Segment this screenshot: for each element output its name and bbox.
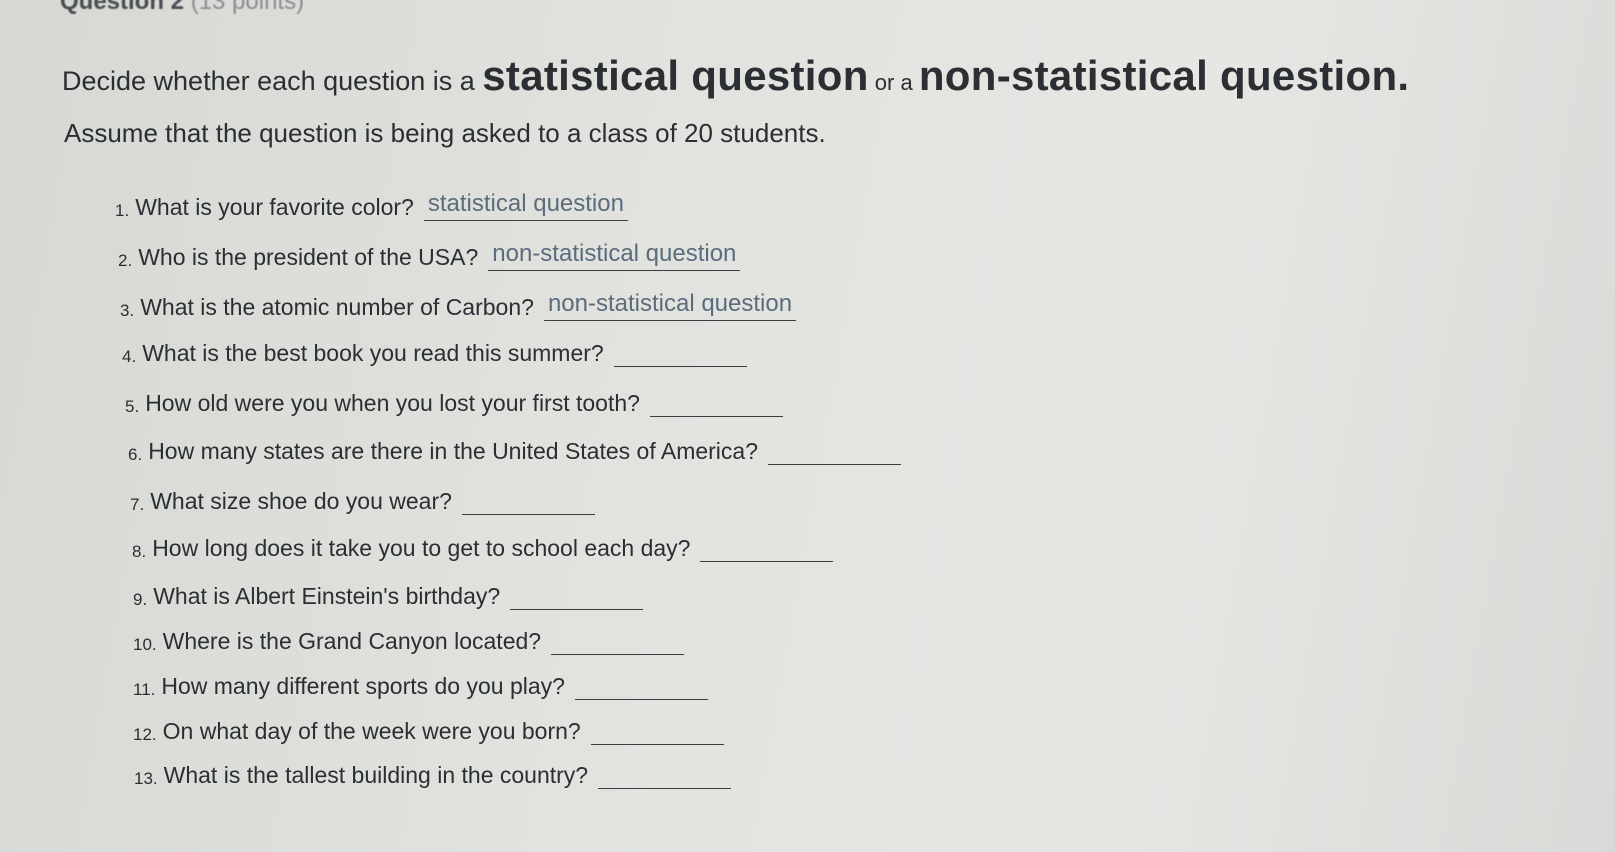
answer-blank[interactable] <box>598 786 732 789</box>
item-number: 1. <box>115 201 130 220</box>
instructions-prefix: Decide whether each question is a <box>62 66 483 96</box>
item-number: 9. <box>133 590 148 609</box>
item-question: What size shoe do you wear? <box>150 488 452 514</box>
item-question: How old were you when you lost your firs… <box>145 390 640 416</box>
question-label: Question 2 <box>60 0 185 15</box>
item-number: 10. <box>133 635 157 654</box>
item-number: 12. <box>133 725 157 744</box>
item-number: 2. <box>118 251 133 270</box>
item-question: How many states are there in the United … <box>148 438 758 464</box>
question-item: 2. Who is the president of the USA? non-st… <box>118 240 741 271</box>
item-question: How many different sports do you play? <box>161 673 565 699</box>
instructions-line-1: Decide whether each question is a statis… <box>62 52 1409 100</box>
answer-blank[interactable] <box>510 607 644 610</box>
question-item: 6. How many states are there in the Unite… <box>128 438 901 465</box>
item-number: 6. <box>128 445 143 464</box>
question-item: 4. What is the best book you read this su… <box>122 340 747 367</box>
question-item: 8. How long does it take you to get to sc… <box>132 535 834 562</box>
item-question: What is your favorite color? <box>135 194 414 220</box>
answer-blank[interactable] <box>768 462 901 465</box>
question-item: 13. What is the tallest building in the c… <box>134 762 732 789</box>
question-item: 3. What is the atomic number of Carbon? no… <box>120 290 797 321</box>
question-item: 11. How many different sports do you play… <box>133 673 708 700</box>
question-item: 10. Where is the Grand Canyon located? <box>133 628 685 655</box>
answer-blank[interactable] <box>574 697 708 700</box>
item-number: 7. <box>130 495 145 514</box>
item-question: What is the tallest building in the coun… <box>163 762 589 788</box>
question-points: (13 points) <box>190 0 305 15</box>
term-non-statistical: non-statistical question. <box>918 52 1410 99</box>
item-number: 11. <box>133 680 156 699</box>
item-question: Who is the president of the USA? <box>138 244 479 270</box>
question-item: 12. On what day of the week were you born… <box>133 718 724 745</box>
item-number: 4. <box>122 347 137 366</box>
item-question: On what day of the week were you born? <box>162 718 581 744</box>
instructions-or: or a <box>868 70 919 95</box>
item-question: Where is the Grand Canyon located? <box>162 628 542 654</box>
term-statistical: statistical question <box>482 52 869 99</box>
item-question: What is the atomic number of Carbon? <box>140 294 534 320</box>
question-item: 9. What is Albert Einstein's birthday? <box>133 583 644 610</box>
item-number: 3. <box>120 301 135 320</box>
question-item: 1. What is your favorite color? statistica… <box>115 190 628 221</box>
item-question: How long does it take you to get to scho… <box>152 535 691 561</box>
answer-blank[interactable] <box>551 652 685 655</box>
question-item: 7. What size shoe do you wear? <box>130 488 595 515</box>
answer-blank[interactable] <box>461 512 595 515</box>
answer-blank[interactable] <box>649 414 783 417</box>
instructions-line-2: Assume that the question is being asked … <box>64 118 826 148</box>
question-item: 5. How old were you when you lost your fi… <box>125 390 783 417</box>
item-number: 5. <box>125 397 140 416</box>
item-number: 8. <box>132 542 147 561</box>
answer-blank[interactable]: statistical question <box>423 190 628 221</box>
answer-blank[interactable]: non-statistical question <box>488 240 741 271</box>
item-number: 13. <box>134 769 158 788</box>
question-header: Question 2 (13 points) <box>60 0 304 16</box>
answer-blank[interactable]: non-statistical question <box>543 290 797 321</box>
answer-blank[interactable] <box>590 742 724 745</box>
answer-blank[interactable] <box>613 364 747 367</box>
item-question: What is the best book you read this summ… <box>142 340 604 366</box>
answer-blank[interactable] <box>700 559 834 562</box>
item-question: What is Albert Einstein's birthday? <box>153 583 501 609</box>
